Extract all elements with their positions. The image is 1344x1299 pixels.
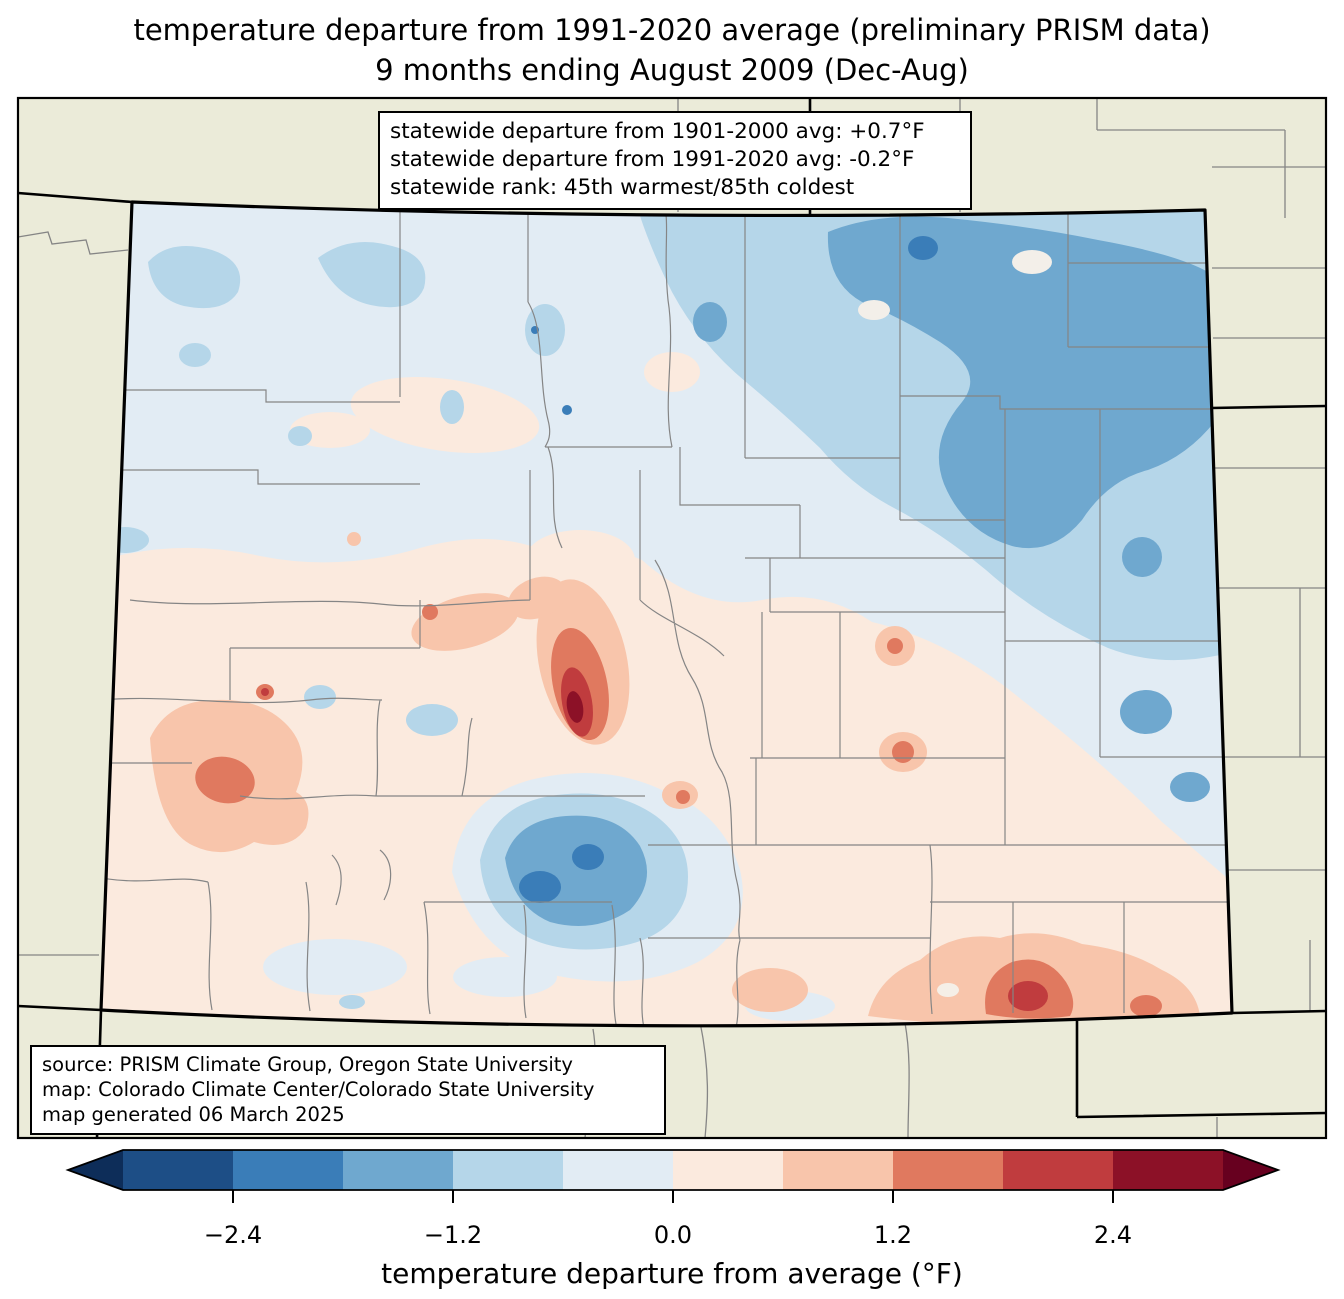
colorbar-tick-labels: −2.4 −1.2 0.0 1.2 2.4 xyxy=(204,1221,1132,1249)
figure-title: temperature departure from 1991-2020 ave… xyxy=(0,10,1344,90)
colorbar-axis-label: temperature departure from average (°F) xyxy=(381,1257,963,1290)
statewide-stats-box: statewide departure from 1901-2000 avg: … xyxy=(378,111,972,210)
cool-band-3-spots xyxy=(519,236,938,903)
colorbar-under-arrow xyxy=(68,1150,123,1190)
county-boundaries xyxy=(101,205,1230,1026)
near-zero-spots xyxy=(858,250,1052,320)
source-line-1: source: PRISM Climate Group, Oregon Stat… xyxy=(42,1053,573,1076)
warm-band-4-core xyxy=(566,691,584,723)
colorado-state-border xyxy=(99,200,1234,1028)
cool-band-2-regions xyxy=(693,216,1216,802)
map-frame xyxy=(16,96,1328,1140)
colorbar-tick-2: 0.0 xyxy=(654,1221,692,1249)
stats-line-3: statewide rank: 45th warmest/85th coldes… xyxy=(390,175,855,200)
south-border-cool-patches xyxy=(263,939,835,1021)
source-line-2: map: Colorado Climate Center/Colorado St… xyxy=(42,1078,595,1101)
colorbar-tick-4: 2.4 xyxy=(1094,1221,1132,1249)
title-line-1: temperature departure from 1991-2020 ave… xyxy=(133,13,1211,47)
stats-line-2: statewide departure from 1991-2020 avg: … xyxy=(390,147,915,172)
source-line-3: map generated 06 March 2025 xyxy=(42,1103,345,1126)
se-pale-hole xyxy=(937,983,959,997)
map-panel xyxy=(16,96,1328,1140)
colorado-temperature-field xyxy=(101,202,1232,1026)
colorbar: −2.4 −1.2 0.0 1.2 2.4 temperature depart… xyxy=(65,1149,1281,1290)
colorbar-segments xyxy=(123,1150,1223,1190)
colorbar-tick-0: −2.4 xyxy=(204,1221,262,1249)
source-attribution-box: source: PRISM Climate Group, Oregon Stat… xyxy=(30,1045,666,1135)
colorbar-outline xyxy=(65,1149,1281,1191)
south-central-cool-bullseye xyxy=(452,772,743,982)
colorbar-over-arrow xyxy=(1223,1150,1278,1190)
colorbar-tick-marks xyxy=(232,1190,1114,1203)
title-line-2: 9 months ending August 2009 (Dec-Aug) xyxy=(375,53,969,87)
stats-line-1: statewide departure from 1901-2000 avg: … xyxy=(390,119,925,144)
colorbar-tick-3: 1.2 xyxy=(874,1221,912,1249)
colorbar-tick-1: −1.2 xyxy=(424,1221,482,1249)
